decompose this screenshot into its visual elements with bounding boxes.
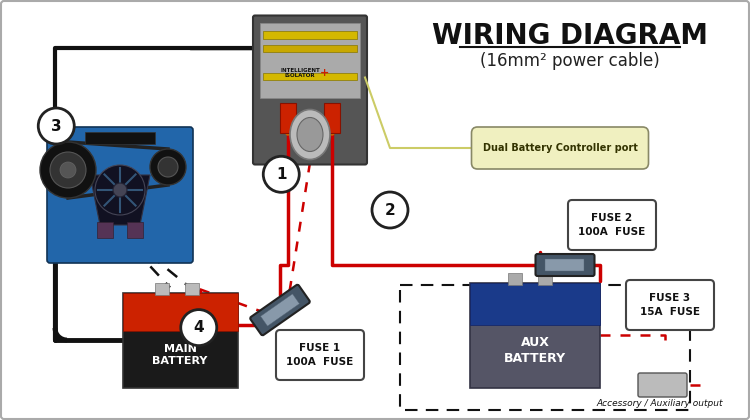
Bar [470, 283, 600, 325]
Circle shape [372, 192, 408, 228]
Text: (16mm² power cable): (16mm² power cable) [480, 52, 660, 70]
Circle shape [263, 156, 299, 192]
Text: 4: 4 [194, 320, 204, 335]
FancyBboxPatch shape [626, 280, 714, 330]
FancyBboxPatch shape [47, 127, 193, 263]
Ellipse shape [297, 118, 323, 152]
Text: INTELLIGENT
ISOLATOR: INTELLIGENT ISOLATOR [280, 68, 320, 78]
Text: MAIN
BATTERY: MAIN BATTERY [152, 344, 208, 366]
Circle shape [158, 157, 178, 177]
Bar [97, 222, 113, 238]
Circle shape [40, 142, 96, 198]
Circle shape [38, 108, 74, 144]
Bar [122, 292, 238, 388]
Circle shape [95, 165, 145, 215]
Ellipse shape [290, 110, 330, 160]
Bar [260, 294, 299, 326]
FancyBboxPatch shape [276, 330, 364, 380]
Bar [280, 102, 296, 132]
Bar [127, 222, 143, 238]
Bar [324, 102, 340, 132]
FancyBboxPatch shape [536, 254, 595, 276]
Text: WIRING DIAGRAM: WIRING DIAGRAM [432, 22, 708, 50]
Bar [538, 273, 552, 284]
Bar [122, 292, 238, 331]
Bar [263, 45, 357, 52]
Bar [508, 273, 522, 284]
FancyBboxPatch shape [568, 200, 656, 250]
Text: Dual Battery Controller port: Dual Battery Controller port [482, 143, 638, 153]
Circle shape [60, 162, 76, 178]
Text: AUX
BATTERY: AUX BATTERY [504, 336, 566, 365]
Circle shape [113, 183, 127, 197]
Text: +: + [320, 68, 329, 78]
Text: 2: 2 [385, 202, 395, 218]
Bar [85, 132, 155, 144]
Text: Accessory / Auxiliary output: Accessory / Auxiliary output [597, 399, 723, 408]
Circle shape [50, 152, 86, 188]
FancyBboxPatch shape [251, 285, 310, 335]
Circle shape [181, 310, 217, 346]
Bar [263, 73, 357, 79]
Text: FUSE 1
100A  FUSE: FUSE 1 100A FUSE [286, 343, 353, 367]
Text: 3: 3 [51, 118, 62, 134]
Text: FUSE 2
100A  FUSE: FUSE 2 100A FUSE [578, 213, 646, 237]
Polygon shape [90, 175, 150, 225]
FancyBboxPatch shape [638, 373, 687, 397]
Bar [185, 283, 199, 294]
Bar [155, 283, 169, 294]
FancyBboxPatch shape [472, 127, 649, 169]
Text: 1: 1 [276, 167, 286, 182]
Bar [470, 283, 600, 388]
Bar [263, 31, 357, 39]
Bar [545, 259, 584, 271]
FancyBboxPatch shape [253, 16, 367, 165]
Bar [260, 23, 360, 97]
Text: FUSE 3
15A  FUSE: FUSE 3 15A FUSE [640, 293, 700, 317]
Circle shape [150, 149, 186, 185]
